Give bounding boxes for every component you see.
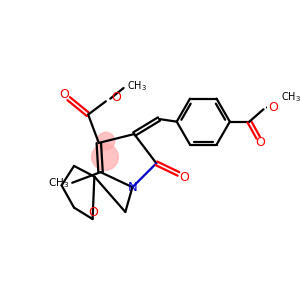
Circle shape <box>97 132 115 150</box>
Text: O: O <box>59 88 69 101</box>
Text: O: O <box>88 206 98 219</box>
Text: CH$_3$: CH$_3$ <box>48 176 70 190</box>
Text: O: O <box>255 136 265 149</box>
Text: N: N <box>128 181 137 194</box>
Text: O: O <box>179 171 189 184</box>
Text: CH$_3$: CH$_3$ <box>127 79 147 93</box>
Text: CH$_3$: CH$_3$ <box>281 90 300 104</box>
Text: O: O <box>268 101 278 114</box>
Text: O: O <box>111 91 121 104</box>
Circle shape <box>92 144 118 170</box>
